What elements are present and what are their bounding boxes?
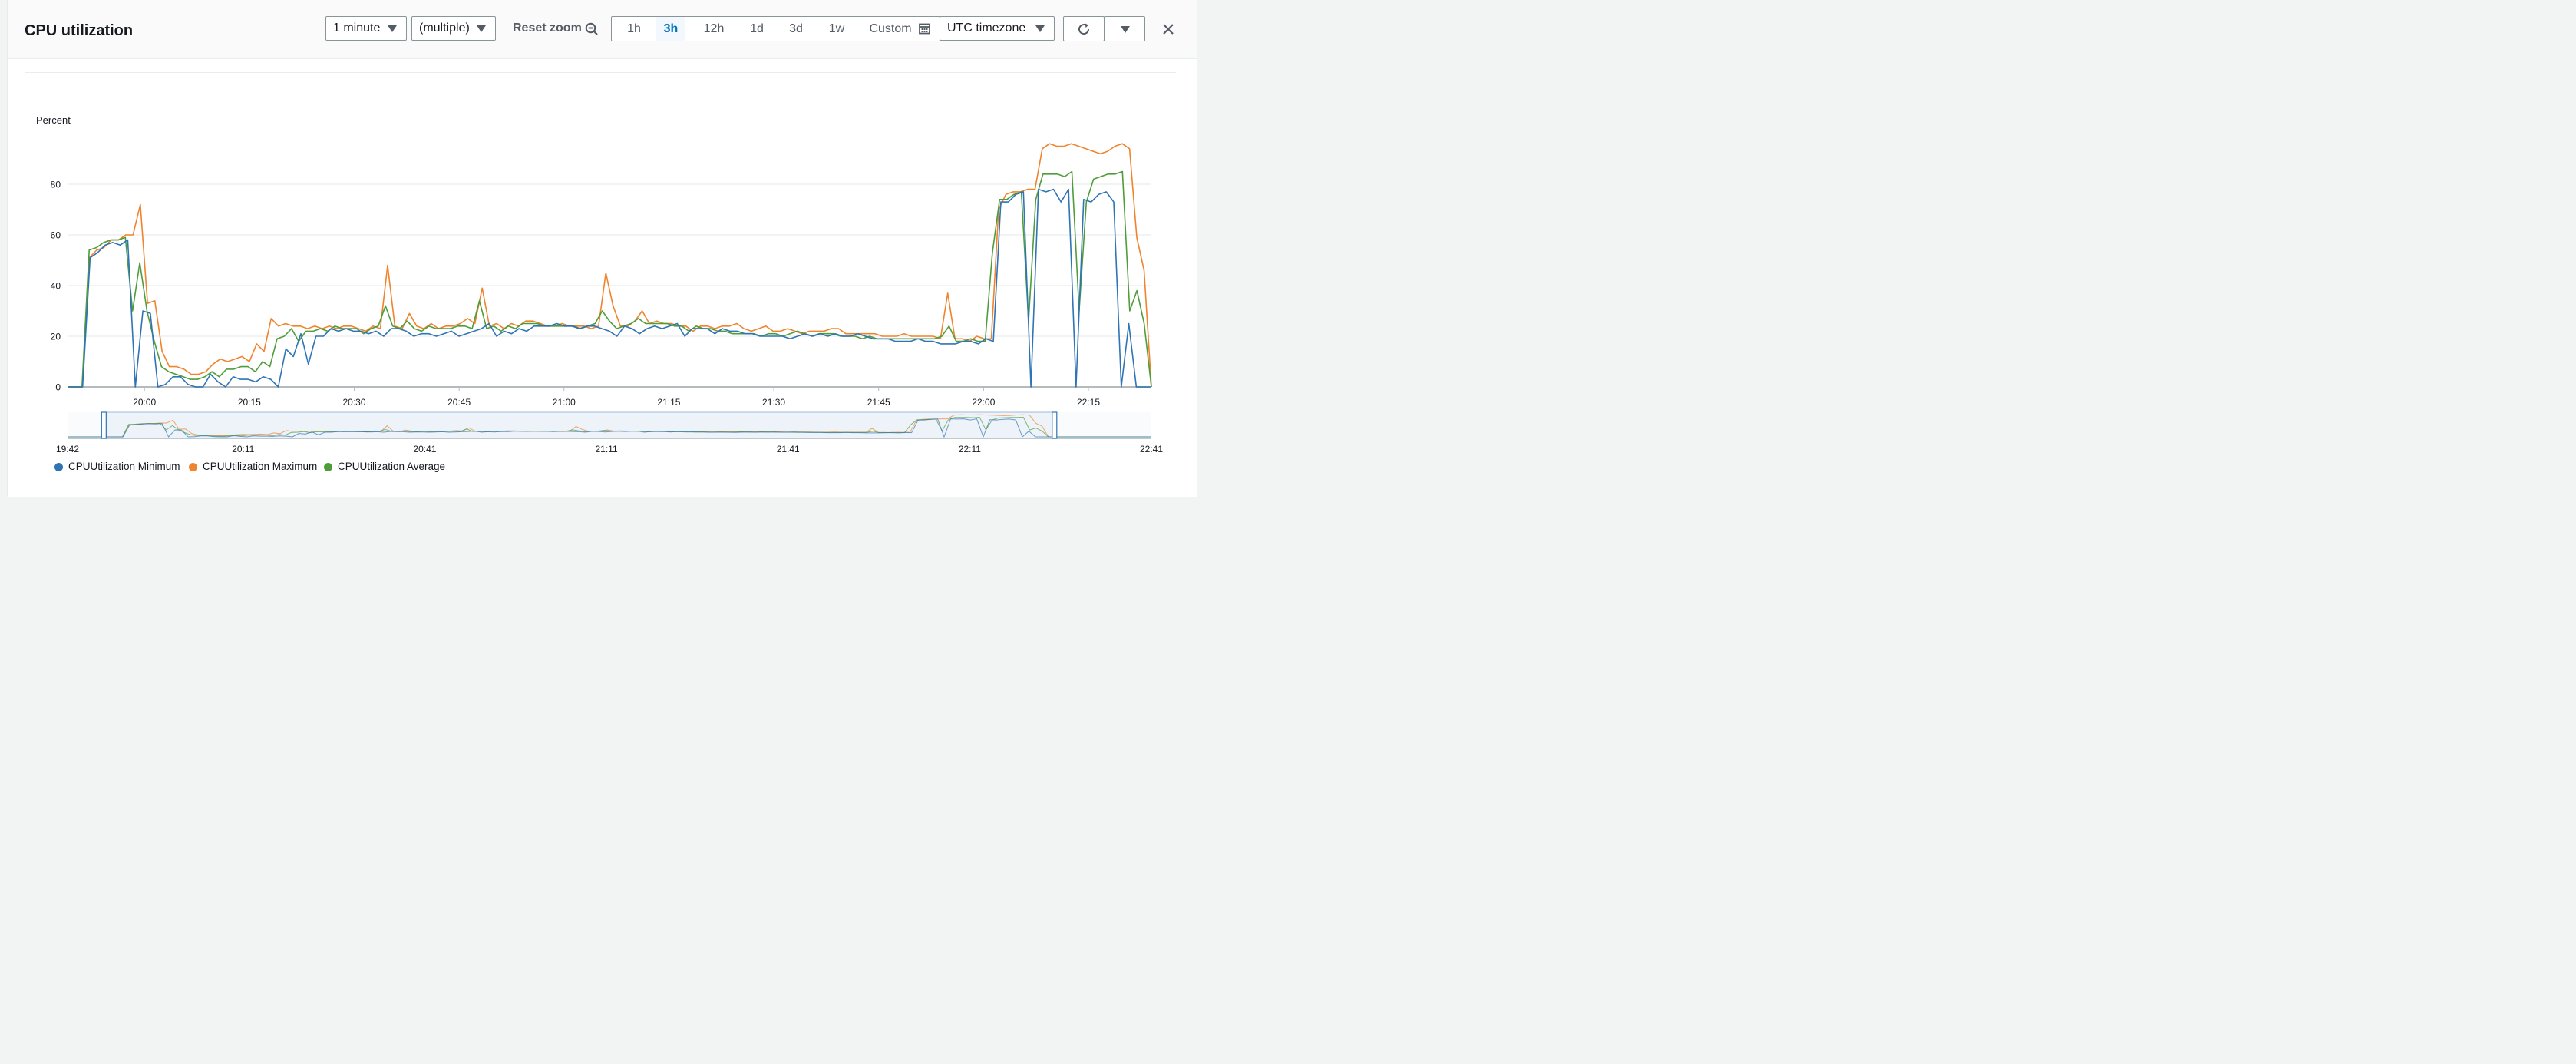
refresh-button[interactable] bbox=[1063, 16, 1105, 41]
series-line-maximum bbox=[68, 143, 1152, 388]
series-line-minimum bbox=[68, 188, 1151, 388]
y-tick-label: 40 bbox=[51, 281, 61, 292]
cpu-utilization-chart[interactable]: Percent 0 20 40 60 80 20:00 20:15 20:30 20:45 21… bbox=[0, 0, 1204, 497]
grid-lines bbox=[68, 183, 1151, 388]
time-navigator[interactable] bbox=[68, 411, 1151, 439]
legend-swatch-maximum bbox=[189, 463, 197, 471]
x-tick-label: 21:00 bbox=[553, 397, 576, 408]
range-1w[interactable]: 1w bbox=[828, 22, 845, 35]
time-range-selector: 1h 3h 12h 1d 3d 1w Custom bbox=[611, 16, 940, 41]
navigator-tick-label: 22:41 bbox=[1140, 444, 1163, 454]
period-value: 1 minute bbox=[333, 21, 381, 35]
x-tick-label: 20:45 bbox=[447, 397, 471, 408]
reset-zoom-button[interactable]: Reset zoom bbox=[513, 21, 582, 35]
x-tick-label: 21:45 bbox=[867, 397, 890, 408]
navigator-tick-label: 20:41 bbox=[413, 444, 436, 454]
legend-swatch-average bbox=[324, 463, 332, 471]
x-tick-label: 21:15 bbox=[657, 397, 680, 408]
series-lines bbox=[68, 143, 1152, 388]
navigator-tick-label: 20:11 bbox=[232, 444, 254, 454]
y-tick-label: 0 bbox=[55, 382, 61, 393]
navigator-tick-label: 19:42 bbox=[56, 444, 79, 454]
close-icon[interactable] bbox=[1162, 23, 1174, 35]
x-tick-label: 20:00 bbox=[133, 397, 156, 408]
range-custom[interactable]: Custom bbox=[869, 22, 912, 35]
range-1d[interactable]: 1d bbox=[750, 22, 764, 35]
navigator-line-minimum bbox=[68, 418, 1151, 438]
range-12h[interactable]: 12h bbox=[703, 22, 725, 35]
statistic-value: (multiple) bbox=[419, 21, 470, 35]
period-dropdown[interactable]: 1 minute bbox=[325, 16, 407, 41]
y-axis-label: Percent bbox=[36, 114, 71, 126]
caret-down-icon bbox=[1035, 25, 1045, 32]
navigator-labels: 19:42 20:11 20:41 21:11 21:41 22:11 22:41 bbox=[56, 444, 1163, 454]
navigator-left-handle[interactable] bbox=[101, 411, 107, 439]
y-tick-label: 80 bbox=[51, 180, 61, 190]
zoom-out-icon[interactable] bbox=[585, 22, 599, 36]
calendar-icon[interactable] bbox=[919, 23, 930, 35]
timezone-value: UTC timezone bbox=[947, 21, 1026, 35]
y-axis-ticks: 0 20 40 60 80 bbox=[51, 180, 61, 393]
navigator-tick-label: 21:11 bbox=[595, 444, 617, 454]
legend-label-average: CPUUtilization Average bbox=[338, 461, 446, 472]
x-tick-label: 20:15 bbox=[238, 397, 261, 408]
legend-label-maximum: CPUUtilization Maximum bbox=[203, 461, 318, 472]
x-tick-label: 22:15 bbox=[1077, 397, 1100, 408]
widget-title: CPU utilization bbox=[25, 22, 134, 39]
navigator-right-handle[interactable] bbox=[1052, 411, 1058, 439]
y-tick-label: 60 bbox=[51, 230, 61, 241]
widget-header: CPU utilization 1 minute (multiple) Rese… bbox=[8, 0, 1197, 59]
refresh-options-button[interactable] bbox=[1104, 16, 1145, 41]
caret-down-icon bbox=[477, 25, 486, 32]
y-tick-label: 20 bbox=[51, 332, 61, 342]
range-1h[interactable]: 1h bbox=[627, 22, 641, 35]
x-tick-label: 21:30 bbox=[762, 397, 785, 408]
navigator-tick-label: 21:41 bbox=[777, 444, 800, 454]
range-3h[interactable]: 3h bbox=[656, 17, 685, 41]
caret-down-icon bbox=[388, 25, 397, 32]
statistic-dropdown[interactable]: (multiple) bbox=[411, 16, 496, 41]
navigator-tick-label: 22:11 bbox=[959, 444, 981, 454]
series-line-average bbox=[68, 170, 1152, 388]
legend-label-minimum: CPUUtilization Minimum bbox=[68, 461, 180, 472]
x-tick-label: 20:30 bbox=[342, 397, 365, 408]
x-axis-ticks: 20:00 20:15 20:30 20:45 21:00 21:15 21:30 21:45… bbox=[133, 387, 1100, 408]
caret-down-icon bbox=[1121, 26, 1130, 33]
x-tick-label: 22:00 bbox=[972, 397, 995, 408]
divider bbox=[25, 72, 1176, 73]
timezone-dropdown[interactable]: UTC timezone bbox=[940, 16, 1055, 41]
refresh-icon bbox=[1078, 23, 1090, 35]
legend-swatch-minimum bbox=[54, 463, 63, 471]
range-3d[interactable]: 3d bbox=[789, 22, 803, 35]
